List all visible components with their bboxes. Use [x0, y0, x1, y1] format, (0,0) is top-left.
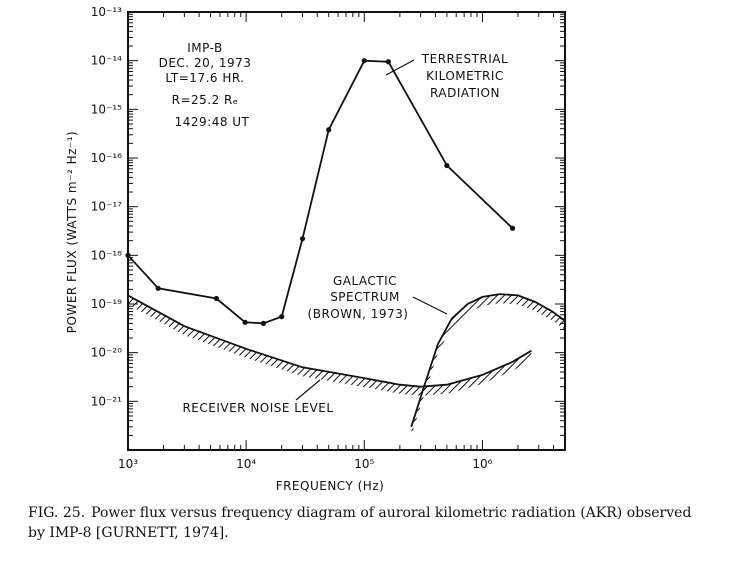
caption-text: Power flux versus frequency diagram of a…: [28, 505, 692, 541]
y-axis-title: POWER FLUX (WATTS m⁻² Hz⁻¹): [65, 131, 79, 333]
noise-label: RECEIVER NOISE LEVEL: [182, 401, 333, 415]
chart-figure: 10³ 10⁴ 10⁵ 10⁶ 10⁻¹³ 10⁻¹⁴ 10⁻¹⁵ 10⁻¹⁶ 10⁻¹⁷ 10⁻…: [65, 5, 566, 493]
x-axis-title: FREQUENCY (Hz): [276, 479, 385, 493]
series-0-point-8: [361, 58, 367, 64]
info-line-1: IMP-B: [187, 41, 223, 55]
galactic-pointer: [412, 296, 448, 315]
info-annotation: IMP-B DEC. 20, 1973 LT=17.6 HR. R=25.2 R…: [159, 41, 252, 129]
tick-labels: 10³ 10⁴ 10⁵ 10⁶ 10⁻¹³ 10⁻¹⁴ 10⁻¹⁵ 10⁻¹⁶ 10⁻¹⁷ 10⁻…: [91, 5, 493, 471]
series-2-curve: [410, 293, 566, 428]
x-tick-label: 10³: [118, 457, 138, 471]
figure-caption: FIG. 25. Power flux versus frequency diag…: [28, 503, 698, 543]
series-0-line: [127, 59, 514, 325]
galactic-annotation: GALACTIC SPECTRUM (BROWN, 1973): [308, 274, 448, 321]
series-0-point-1: [155, 285, 161, 291]
terrestrial-line-2: KILOMETRIC: [426, 69, 504, 83]
terrestrial-pointer: [385, 59, 415, 76]
galactic-line-2: SPECTRUM: [330, 290, 400, 304]
series-0-point-3: [242, 319, 248, 325]
caption-figure-label: FIG. 25.: [28, 505, 86, 521]
series-layer: [125, 58, 566, 428]
info-line-4: R=25.2 Rₑ: [172, 93, 239, 107]
x-tick-label: 10⁵: [354, 457, 374, 471]
terrestrial-line-3: RADIATION: [430, 86, 500, 100]
series-0-point-2: [213, 295, 219, 302]
hatch-layer: [128, 294, 565, 436]
plot-frame: [127, 11, 566, 451]
y-tick-label: 10⁻¹⁶: [91, 151, 122, 165]
series-1-curve: [127, 294, 532, 388]
y-tick-label: 10⁻¹⁹: [91, 297, 122, 311]
series-0-point-0: [125, 252, 131, 258]
y-tick-label: 10⁻¹⁴: [91, 54, 122, 68]
series-0-point-7: [326, 127, 332, 133]
y-tick-label: 10⁻¹⁷: [91, 200, 122, 214]
y-tick-label: 10⁻¹⁸: [91, 248, 122, 262]
series-0-point-10: [444, 162, 450, 169]
info-line-3: LT=17.6 HR.: [165, 71, 244, 85]
series-0-point-4: [260, 320, 267, 326]
y-tick-label: 10⁻²⁰: [91, 346, 122, 360]
x-tick-label: 10⁴: [236, 457, 256, 471]
info-line-5: 1429:48 UT: [175, 115, 250, 129]
y-tick-label: 10⁻²¹: [91, 394, 122, 408]
series-0-point-11: [509, 225, 516, 231]
series-2-hatch: [411, 294, 565, 436]
series-0-point-5: [279, 314, 285, 320]
x-tick-label: 10⁶: [472, 457, 492, 471]
terrestrial-line-1: TERRESTRIAL: [421, 52, 508, 66]
galactic-line-3: (BROWN, 1973): [308, 307, 409, 321]
info-line-2: DEC. 20, 1973: [159, 56, 252, 70]
noise-pointer: [295, 379, 321, 401]
y-tick-label: 10⁻¹³: [91, 5, 122, 19]
series-1-hatch: [128, 295, 532, 396]
series-0-point-9: [385, 59, 391, 65]
y-tick-label: 10⁻¹⁵: [91, 102, 122, 116]
noise-annotation: RECEIVER NOISE LEVEL: [182, 379, 333, 415]
galactic-line-1: GALACTIC: [333, 274, 397, 288]
terrestrial-annotation: TERRESTRIAL KILOMETRIC RADIATION: [385, 52, 508, 100]
series-0-point-6: [299, 236, 306, 242]
